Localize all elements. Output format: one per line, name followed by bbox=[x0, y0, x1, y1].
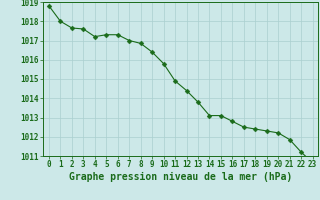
X-axis label: Graphe pression niveau de la mer (hPa): Graphe pression niveau de la mer (hPa) bbox=[69, 172, 292, 182]
